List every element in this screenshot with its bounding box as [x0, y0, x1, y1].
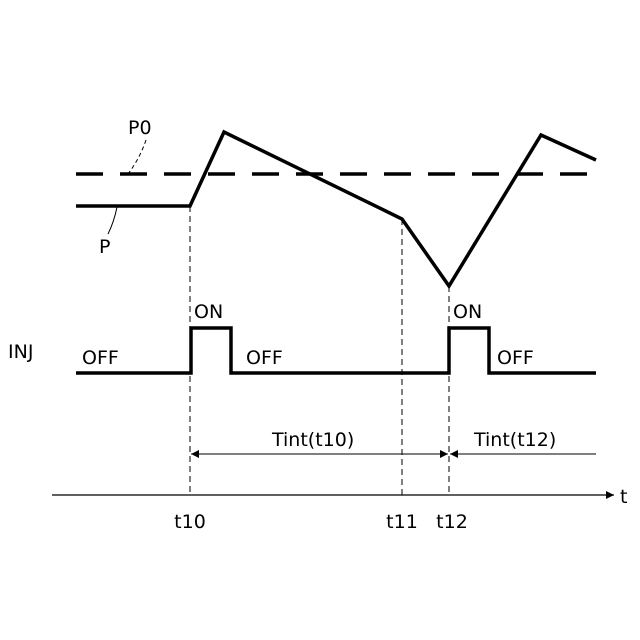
off-label-2: OFF: [246, 347, 283, 369]
inj-label: INJ: [8, 341, 33, 363]
on-label-1: ON: [194, 301, 223, 323]
time-axis-label: t: [620, 486, 627, 508]
tick-label-t10: t10: [174, 511, 206, 533]
tint-t12-label: Tint(t12): [473, 429, 556, 451]
off-label-3: OFF: [497, 347, 534, 369]
tick-label-t11: t11: [386, 511, 418, 533]
p0-label: P0: [128, 117, 152, 139]
p-leader: [108, 207, 117, 234]
p0-leader: [128, 140, 146, 174]
tint-t10-label: Tint(t10): [271, 429, 354, 451]
tick-label-t12: t12: [436, 511, 468, 533]
p-label: P: [99, 236, 110, 258]
off-label-1: OFF: [82, 347, 119, 369]
on-label-2: ON: [453, 301, 482, 323]
pressure-p-line: [76, 132, 596, 286]
